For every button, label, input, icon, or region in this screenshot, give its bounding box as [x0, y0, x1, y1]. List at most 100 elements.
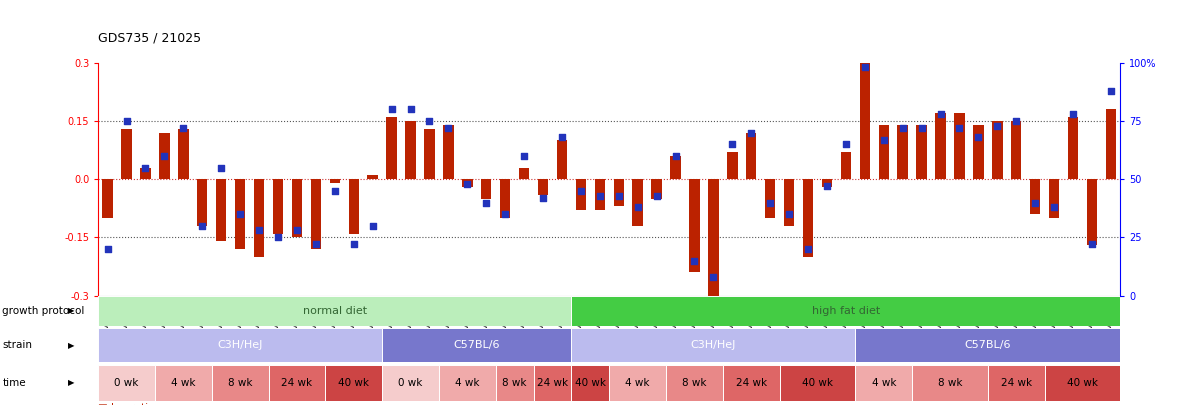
Bar: [367, 175, 378, 179]
Text: growth protocol: growth protocol: [2, 306, 85, 316]
Bar: [765, 179, 776, 218]
Bar: [992, 121, 1003, 179]
Point: [154, 153, 174, 159]
Point: [344, 241, 363, 248]
Bar: [178, 129, 189, 179]
Point: [515, 153, 534, 159]
Bar: [382, 328, 571, 362]
Point: [818, 183, 837, 190]
Point: [420, 118, 439, 124]
Point: [742, 130, 761, 136]
Point: [609, 192, 628, 199]
Text: 8 wk: 8 wk: [682, 378, 706, 388]
Bar: [723, 364, 779, 401]
Point: [268, 234, 287, 241]
Point: [1045, 204, 1064, 211]
Point: [837, 141, 856, 147]
Bar: [235, 179, 245, 249]
Bar: [666, 364, 723, 401]
Bar: [439, 364, 496, 401]
Point: [1026, 199, 1045, 206]
Point: [231, 211, 250, 217]
Bar: [557, 141, 567, 179]
Bar: [496, 364, 534, 401]
Bar: [424, 129, 435, 179]
Bar: [727, 152, 737, 179]
Point: [117, 118, 136, 124]
Bar: [859, 63, 870, 179]
Text: ▶: ▶: [68, 378, 74, 387]
Bar: [576, 179, 587, 210]
Bar: [443, 125, 454, 179]
Bar: [311, 179, 321, 249]
Text: high fat diet: high fat diet: [812, 306, 880, 316]
Text: 0 wk: 0 wk: [115, 378, 139, 388]
Bar: [537, 179, 548, 195]
Point: [968, 134, 988, 141]
Point: [552, 134, 571, 141]
Bar: [571, 328, 856, 362]
Point: [666, 153, 685, 159]
Bar: [614, 179, 624, 207]
Text: C57BL/6: C57BL/6: [454, 340, 500, 350]
Bar: [481, 179, 492, 198]
Bar: [632, 179, 643, 226]
Text: 4 wk: 4 wk: [625, 378, 650, 388]
Point: [1063, 111, 1082, 117]
Text: 4 wk: 4 wk: [871, 378, 897, 388]
Text: ▶: ▶: [68, 341, 74, 350]
Bar: [822, 179, 832, 187]
Text: 4 wk: 4 wk: [455, 378, 480, 388]
Point: [212, 164, 231, 171]
Bar: [1106, 109, 1116, 179]
Bar: [292, 179, 302, 237]
Bar: [651, 179, 662, 198]
Text: ▶: ▶: [68, 306, 74, 315]
Text: 24 wk: 24 wk: [281, 378, 312, 388]
Bar: [1049, 179, 1059, 218]
Text: 8 wk: 8 wk: [227, 378, 253, 388]
Bar: [595, 179, 604, 210]
Bar: [571, 364, 609, 401]
Point: [931, 111, 950, 117]
Point: [628, 204, 648, 211]
Text: C3H/HeJ: C3H/HeJ: [691, 340, 736, 350]
Point: [136, 164, 156, 171]
Bar: [784, 179, 795, 226]
Bar: [856, 364, 912, 401]
Text: 0 wk: 0 wk: [399, 378, 423, 388]
Point: [98, 246, 117, 252]
Point: [1007, 118, 1026, 124]
Bar: [1068, 117, 1078, 179]
Text: GDS735 / 21025: GDS735 / 21025: [98, 32, 201, 45]
Bar: [973, 125, 984, 179]
Bar: [534, 364, 571, 401]
Bar: [518, 168, 529, 179]
Bar: [879, 125, 889, 179]
Bar: [103, 179, 113, 218]
Bar: [159, 133, 170, 179]
Point: [685, 258, 704, 264]
Point: [950, 125, 970, 131]
Bar: [268, 364, 326, 401]
Bar: [988, 364, 1045, 401]
Point: [496, 211, 515, 217]
Bar: [348, 179, 359, 234]
Point: [988, 122, 1007, 129]
Bar: [329, 179, 340, 183]
Point: [874, 136, 893, 143]
Point: [249, 227, 268, 234]
Point: [723, 141, 742, 147]
Point: [704, 274, 723, 280]
Point: [457, 181, 476, 187]
Text: normal diet: normal diet: [303, 306, 366, 316]
Bar: [121, 129, 132, 179]
Point: [648, 192, 667, 199]
Point: [174, 125, 193, 131]
Text: C3H/HeJ: C3H/HeJ: [218, 340, 263, 350]
Bar: [803, 179, 813, 257]
Text: 8 wk: 8 wk: [503, 378, 527, 388]
Point: [1082, 241, 1101, 248]
Bar: [689, 179, 700, 273]
Bar: [840, 152, 851, 179]
